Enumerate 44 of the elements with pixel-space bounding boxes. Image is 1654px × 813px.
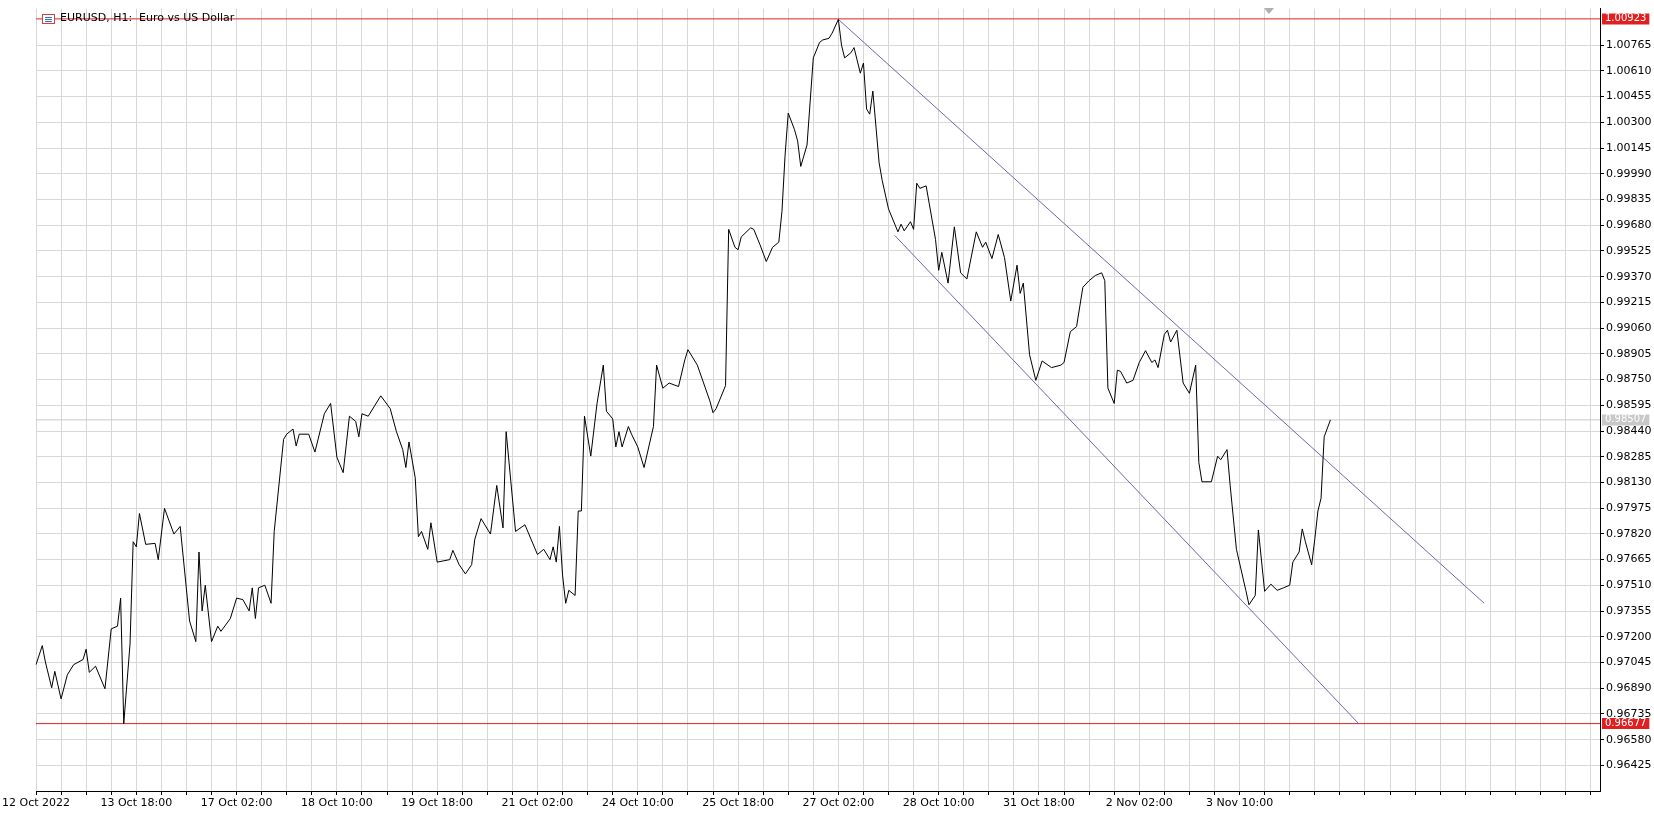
x-tick-label: 13 Oct 18:00 — [100, 796, 173, 810]
x-tick-label: 2 Nov 02:00 — [1105, 796, 1173, 810]
x-tick-label: 3 Nov 10:00 — [1205, 796, 1274, 810]
y-tick-label: 0.99680 — [1606, 218, 1652, 232]
y-tick-label: 0.99835 — [1606, 192, 1652, 206]
x-tick-label: 17 Oct 02:00 — [200, 796, 273, 810]
y-tick-label: 0.99990 — [1606, 166, 1652, 180]
y-tick-label: 0.99215 — [1606, 295, 1652, 309]
x-tick-label: 12 Oct 2022 — [1, 796, 71, 810]
y-tick-label: 0.99525 — [1606, 243, 1652, 257]
y-tick-label: 1.00765 — [1606, 37, 1652, 51]
y-tick-label: 0.97510 — [1606, 578, 1652, 592]
y-tick-label: 0.97975 — [1606, 501, 1652, 515]
y-tick-label: 0.97665 — [1606, 552, 1652, 566]
y-tick-label: 1.00610 — [1606, 63, 1652, 77]
x-tick-label: 19 Oct 18:00 — [401, 796, 474, 810]
y-tick-label: 0.99370 — [1606, 269, 1652, 283]
x-tick-label: 28 Oct 10:00 — [902, 796, 975, 810]
x-tick-label: 31 Oct 18:00 — [1003, 796, 1075, 810]
y-tick-label: 0.98595 — [1606, 398, 1652, 412]
y-tick-label: 0.97820 — [1606, 526, 1652, 540]
x-tick-label: 21 Oct 02:00 — [501, 796, 574, 810]
y-tick-label: 0.96580 — [1606, 732, 1652, 746]
y-tick-label: 0.98750 — [1606, 372, 1652, 386]
x-tick-label: 24 Oct 10:00 — [601, 796, 674, 810]
y-tick-label: 0.97045 — [1606, 655, 1652, 669]
x-tick-label: 27 Oct 02:00 — [802, 796, 875, 810]
x-tick-label: 18 Oct 10:00 — [301, 796, 373, 810]
y-tick-label: 0.98130 — [1606, 475, 1652, 489]
ref-line-label: 1.00923 — [1605, 12, 1647, 24]
y-tick-label: 0.98905 — [1606, 346, 1652, 360]
y-tick-label: 0.97355 — [1606, 603, 1652, 617]
y-tick-label: 1.00145 — [1606, 140, 1652, 154]
ref-line-label: 0.96677 — [1605, 717, 1647, 729]
chart-title: EURUSD, H1: Euro vs US Dollar — [60, 11, 235, 25]
y-tick-label: 1.00455 — [1606, 89, 1652, 103]
x-tick-label: 25 Oct 18:00 — [702, 796, 774, 810]
y-tick-label: 0.97200 — [1606, 629, 1652, 643]
y-tick-label: 0.96425 — [1606, 758, 1652, 772]
y-tick-label: 0.96890 — [1606, 681, 1652, 695]
y-tick-label: 0.98440 — [1606, 423, 1652, 437]
y-tick-label: 1.00300 — [1606, 115, 1652, 129]
y-tick-label: 0.98285 — [1606, 449, 1652, 463]
y-tick-label: 0.99060 — [1606, 320, 1652, 334]
